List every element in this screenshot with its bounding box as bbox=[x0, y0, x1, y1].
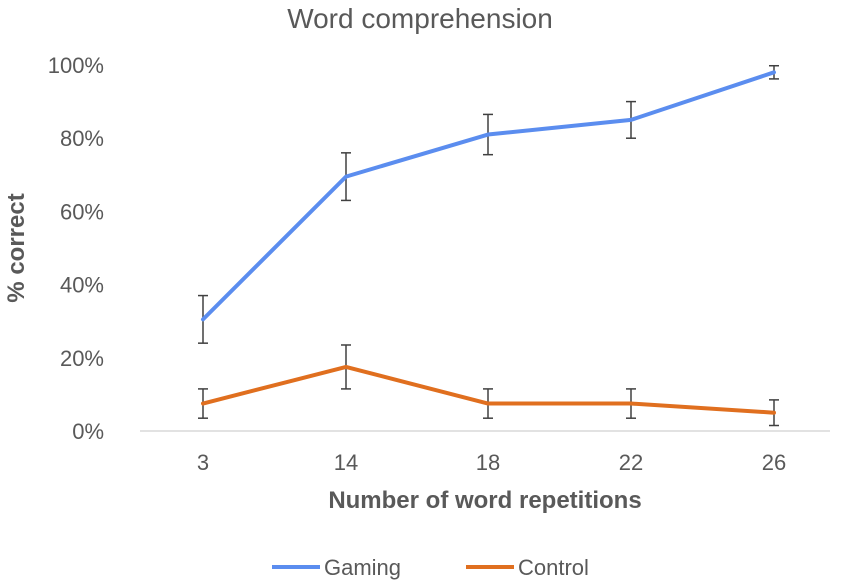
y-axis-title: % correct bbox=[3, 193, 30, 302]
series-control bbox=[198, 344, 779, 427]
legend-item-control: Control bbox=[466, 555, 589, 580]
x-axis-title: Number of word repetitions bbox=[328, 487, 641, 514]
y-tick-label: 60% bbox=[60, 199, 104, 224]
y-axis-tick-labels: 0% 20% 40% 60% 80% 100% bbox=[48, 53, 104, 444]
x-tick-label: 26 bbox=[762, 450, 786, 475]
legend-item-gaming: Gaming bbox=[272, 555, 401, 580]
x-tick-label: 14 bbox=[334, 450, 358, 475]
y-tick-label: 80% bbox=[60, 126, 104, 151]
series-line bbox=[201, 70, 776, 322]
y-tick-label: 20% bbox=[60, 346, 104, 371]
series-layer bbox=[198, 64, 779, 427]
legend-label: Gaming bbox=[324, 555, 401, 580]
chart-title: Word comprehension bbox=[287, 3, 553, 34]
y-tick-label: 40% bbox=[60, 273, 104, 298]
x-axis-tick-labels: 3 14 18 22 26 bbox=[197, 450, 786, 475]
x-tick-label: 3 bbox=[197, 450, 209, 475]
y-tick-label: 0% bbox=[72, 419, 104, 444]
legend: Gaming Control bbox=[272, 555, 589, 580]
x-tick-label: 18 bbox=[476, 450, 500, 475]
x-tick-label: 22 bbox=[619, 450, 643, 475]
series-gaming bbox=[198, 64, 779, 344]
y-tick-label: 100% bbox=[48, 53, 104, 78]
legend-label: Control bbox=[518, 555, 589, 580]
